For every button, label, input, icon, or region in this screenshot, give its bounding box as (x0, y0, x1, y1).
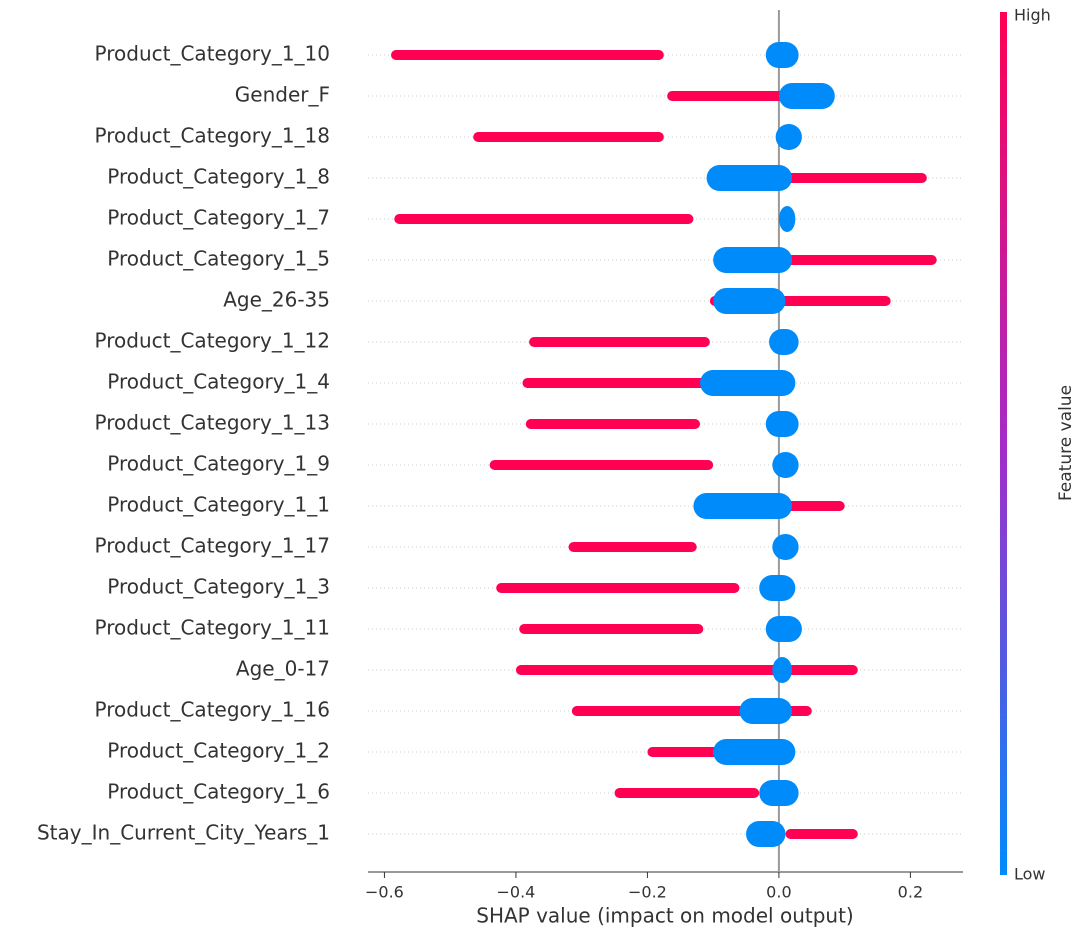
x-tick-label: −0.4 (496, 883, 535, 902)
low-points (772, 657, 793, 683)
feature-label: Product_Category_1_6 (107, 780, 330, 804)
high-points (529, 337, 710, 347)
high-points (391, 50, 664, 60)
high-points (515, 665, 858, 675)
low-points (759, 575, 796, 601)
x-tick-label: 0.0 (766, 883, 791, 902)
low-points (746, 821, 786, 847)
high-points (522, 378, 714, 388)
high-points (667, 91, 786, 101)
feature-label: Product_Category_1_12 (95, 329, 330, 353)
x-axis-label: SHAP value (impact on model output) (476, 904, 853, 928)
colorbar-high: High (1014, 6, 1051, 25)
feature-label: Age_26-35 (223, 288, 330, 312)
low-points (739, 698, 793, 724)
feature-label: Product_Category_1_18 (95, 124, 330, 148)
low-points (765, 411, 799, 437)
low-points (713, 288, 786, 314)
x-tick-label: −0.6 (365, 883, 404, 902)
low-points (765, 42, 799, 68)
high-points (473, 132, 664, 142)
low-points (778, 83, 835, 109)
feature-label: Product_Category_1_2 (107, 739, 330, 763)
colorbar (1000, 12, 1007, 875)
high-points (496, 583, 740, 593)
feature-label: Product_Category_1_5 (107, 247, 330, 271)
high-points (785, 173, 927, 183)
feature-label: Product_Category_1_1 (107, 493, 330, 517)
low-points (772, 534, 799, 560)
feature-label: Stay_In_Current_City_Years_1 (37, 821, 330, 845)
high-points (525, 419, 701, 429)
feature-label: Age_0-17 (236, 657, 330, 681)
low-points (713, 247, 793, 273)
high-points (785, 829, 858, 839)
high-points (614, 788, 760, 798)
low-points (693, 493, 793, 519)
x-tick-label: 0.2 (898, 883, 923, 902)
feature-label: Product_Category_1_3 (107, 575, 330, 599)
low-points (759, 780, 799, 806)
low-points (778, 206, 796, 232)
feature-label: Product_Category_1_4 (107, 370, 330, 394)
low-points (769, 329, 799, 355)
low-points (775, 124, 802, 150)
low-points (772, 452, 799, 478)
feature-label: Product_Category_1_8 (107, 165, 330, 189)
low-points (706, 165, 793, 191)
high-points (394, 214, 694, 224)
feature-label: Product_Category_1_7 (107, 206, 330, 230)
feature-label: Product_Category_1_17 (95, 534, 330, 558)
high-points (519, 624, 704, 634)
low-points (713, 739, 796, 765)
feature-label: Product_Category_1_13 (95, 411, 330, 435)
high-points (568, 542, 697, 552)
feature-label: Product_Category_1_9 (107, 452, 330, 476)
feature-label: Gender_F (235, 83, 330, 107)
feature-label: Product_Category_1_11 (95, 616, 330, 640)
colorbar-label: Feature value (1056, 385, 1076, 501)
feature-label: Product_Category_1_16 (95, 698, 330, 722)
low-points (765, 616, 802, 642)
high-points (785, 255, 937, 265)
feature-label: Product_Category_1_10 (95, 42, 330, 66)
high-points (489, 460, 714, 470)
low-points (700, 370, 796, 396)
x-tick-label: −0.2 (628, 883, 667, 902)
colorbar-low: Low (1014, 865, 1046, 884)
